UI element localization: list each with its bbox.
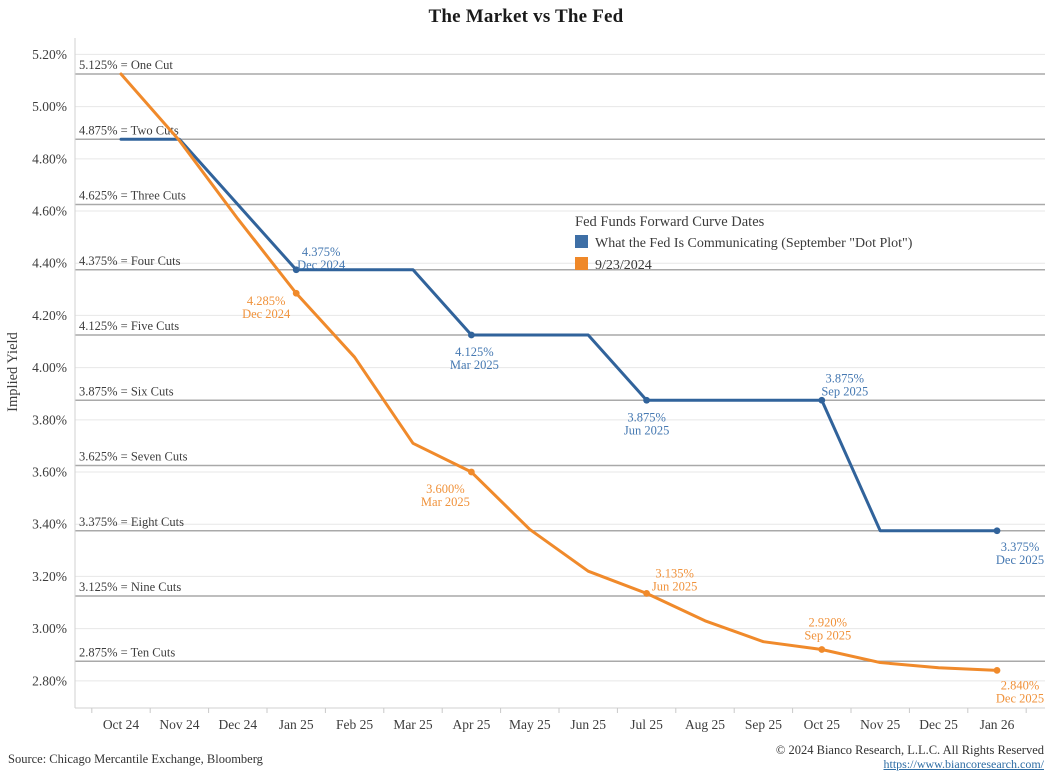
x-tick-label: Aug 25 — [685, 717, 725, 732]
y-tick-label: 4.20% — [32, 308, 67, 323]
data-point-label: 3.135% Jun 2025 — [652, 566, 698, 593]
cut-line-label: 2.875% = Ten Cuts — [79, 645, 175, 659]
data-point-marker — [818, 396, 826, 404]
legend-label-market: 9/23/2024 — [595, 258, 652, 273]
data-point-marker — [993, 666, 1001, 674]
y-tick-label: 3.00% — [32, 621, 67, 636]
x-tick-label: Jun 25 — [570, 717, 606, 732]
cut-line-label: 3.875% = Six Cuts — [79, 384, 174, 398]
cut-line-label: 4.875% = Two Cuts — [79, 123, 179, 137]
website-link[interactable]: https://www.biancoresearch.com/ — [883, 757, 1044, 771]
copyright-note: © 2024 Bianco Research, L.L.C. All Right… — [775, 743, 1044, 757]
x-tick-label: Oct 25 — [804, 717, 841, 732]
data-point-label: 3.875% Jun 2025 — [624, 410, 670, 437]
data-point-marker — [643, 396, 650, 404]
series-line-fed — [119, 137, 999, 533]
x-tick-label: May 25 — [509, 717, 551, 732]
y-tick-label: 5.00% — [32, 99, 67, 114]
chart-title: The Market vs The Fed — [428, 6, 624, 27]
series-line-market — [119, 72, 999, 672]
legend-item-market: 9/23/2024 — [575, 255, 912, 277]
x-tick-label: Jan 26 — [980, 717, 1015, 732]
data-point-marker — [643, 589, 650, 597]
x-tick-label: Mar 25 — [393, 717, 433, 732]
data-point-label: 2.920% Sep 2025 — [804, 616, 851, 643]
cut-line-label: 3.125% = Nine Cuts — [79, 580, 181, 594]
data-point-label: 3.600% Mar 2025 — [421, 482, 470, 509]
cut-line-label: 4.375% = Four Cuts — [79, 254, 181, 268]
y-tick-label: 4.40% — [32, 256, 67, 271]
x-tick-label: Apr 25 — [452, 717, 490, 732]
x-tick-label: Nov 25 — [860, 717, 900, 732]
cut-line-label: 4.125% = Five Cuts — [79, 319, 179, 333]
data-point-marker — [292, 289, 300, 297]
data-point-marker — [468, 468, 475, 476]
y-tick-label: 4.60% — [32, 204, 67, 219]
y-tick-label: 3.20% — [32, 569, 67, 584]
data-point-label: 3.875% Sep 2025 — [821, 371, 868, 398]
legend-swatch-market — [575, 257, 588, 270]
x-tick-label: Sep 25 — [745, 717, 782, 732]
x-tick-label: Dec 25 — [919, 717, 958, 732]
data-point-marker — [818, 646, 826, 653]
y-tick-label: 3.40% — [32, 517, 67, 532]
data-point-marker — [292, 266, 300, 274]
data-point-label: 2.840% Dec 2025 — [996, 678, 1044, 705]
data-point-label: 4.125% Mar 2025 — [450, 345, 499, 372]
x-tick-label: Nov 24 — [159, 717, 199, 732]
x-tick-label: Jan 25 — [279, 717, 314, 732]
x-tick-label: Feb 25 — [336, 717, 373, 732]
y-tick-label: 3.80% — [32, 412, 67, 427]
data-point-marker — [468, 331, 475, 339]
data-point-marker — [993, 527, 1001, 535]
data-point-label: 4.375% Dec 2024 — [297, 245, 346, 272]
cut-line-label: 5.125% = One Cut — [79, 58, 173, 72]
legend-title: Fed Funds Forward Curve Dates — [575, 214, 765, 230]
x-tick-label: Oct 24 — [103, 717, 140, 732]
y-tick-label: 4.80% — [32, 151, 67, 166]
x-tick-label: Jul 25 — [630, 717, 663, 732]
footer-right: © 2024 Bianco Research, L.L.C. All Right… — [776, 743, 1044, 771]
legend-item-fed: What the Fed Is Communicating (September… — [575, 233, 912, 255]
legend-label-fed: What the Fed Is Communicating (September… — [595, 236, 913, 251]
y-tick-label: 3.60% — [32, 465, 67, 480]
legend-swatch-fed — [575, 235, 588, 248]
source-note: Source: Chicago Mercantile Exchange, Blo… — [8, 752, 263, 766]
cut-line-label: 3.375% = Eight Cuts — [79, 515, 184, 529]
data-point-label: 3.375% Dec 2025 — [996, 540, 1044, 567]
y-tick-label: 5.20% — [32, 47, 67, 62]
y-tick-label: 2.80% — [32, 673, 67, 688]
data-point-label: 4.285% Dec 2024 — [242, 294, 291, 321]
x-tick-label: Dec 24 — [218, 717, 257, 732]
legend: Fed Funds Forward Curve Dates What the F… — [575, 211, 912, 277]
y-tick-label: 4.00% — [32, 360, 67, 375]
cut-line-label: 3.625% = Seven Cuts — [79, 450, 188, 464]
cut-line-label: 4.625% = Three Cuts — [79, 189, 186, 203]
